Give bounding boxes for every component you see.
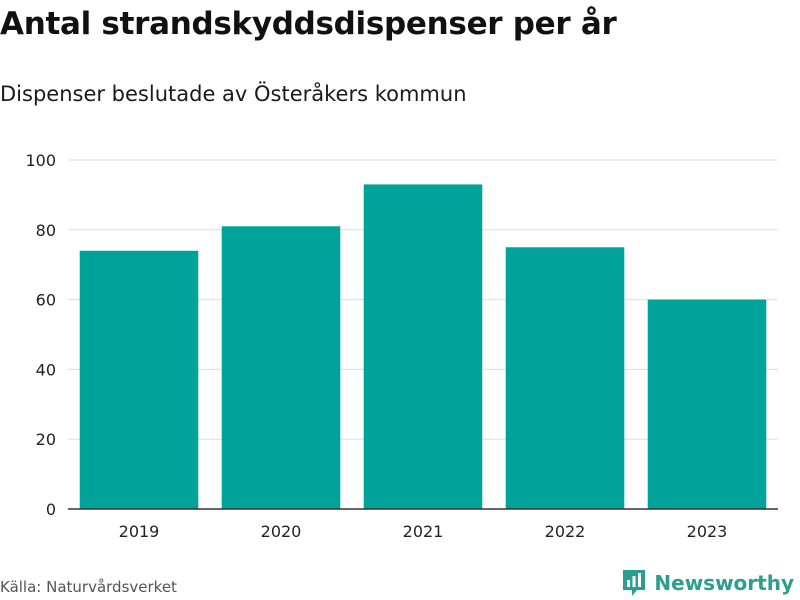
x-tick-label: 2020 <box>261 522 302 541</box>
y-tick-label: 100 <box>25 151 56 170</box>
bar-chart: 0 20 40 60 80 100 2019 2020 2021 2022 2023 <box>25 151 778 541</box>
brand-name: Newsworthy <box>654 571 794 595</box>
bar-2022 <box>505 247 625 509</box>
x-tick-label: 2019 <box>119 522 160 541</box>
chart-title: Antal strandskyddsdispenser per år <box>0 6 617 42</box>
y-tick-label: 20 <box>36 430 56 449</box>
bar-2020 <box>221 226 341 509</box>
y-tick-label: 80 <box>36 221 56 240</box>
y-tick-label: 40 <box>36 360 56 379</box>
x-tick-label: 2022 <box>545 522 586 541</box>
brand-logo: Newsworthy <box>621 568 794 598</box>
y-tick-label: 60 <box>36 291 56 310</box>
y-tick-label: 0 <box>46 500 56 519</box>
source-note: Källa: Naturvårdsverket <box>0 578 177 596</box>
newsworthy-logo-icon <box>623 570 646 596</box>
chart-subtitle: Dispenser beslutade av Österåkers kommun <box>0 82 467 106</box>
x-tick-label: 2023 <box>687 522 728 541</box>
x-tick-label: 2021 <box>403 522 444 541</box>
bar-2019 <box>79 250 199 510</box>
bar-2021 <box>363 184 483 509</box>
bar-2023 <box>647 299 767 509</box>
